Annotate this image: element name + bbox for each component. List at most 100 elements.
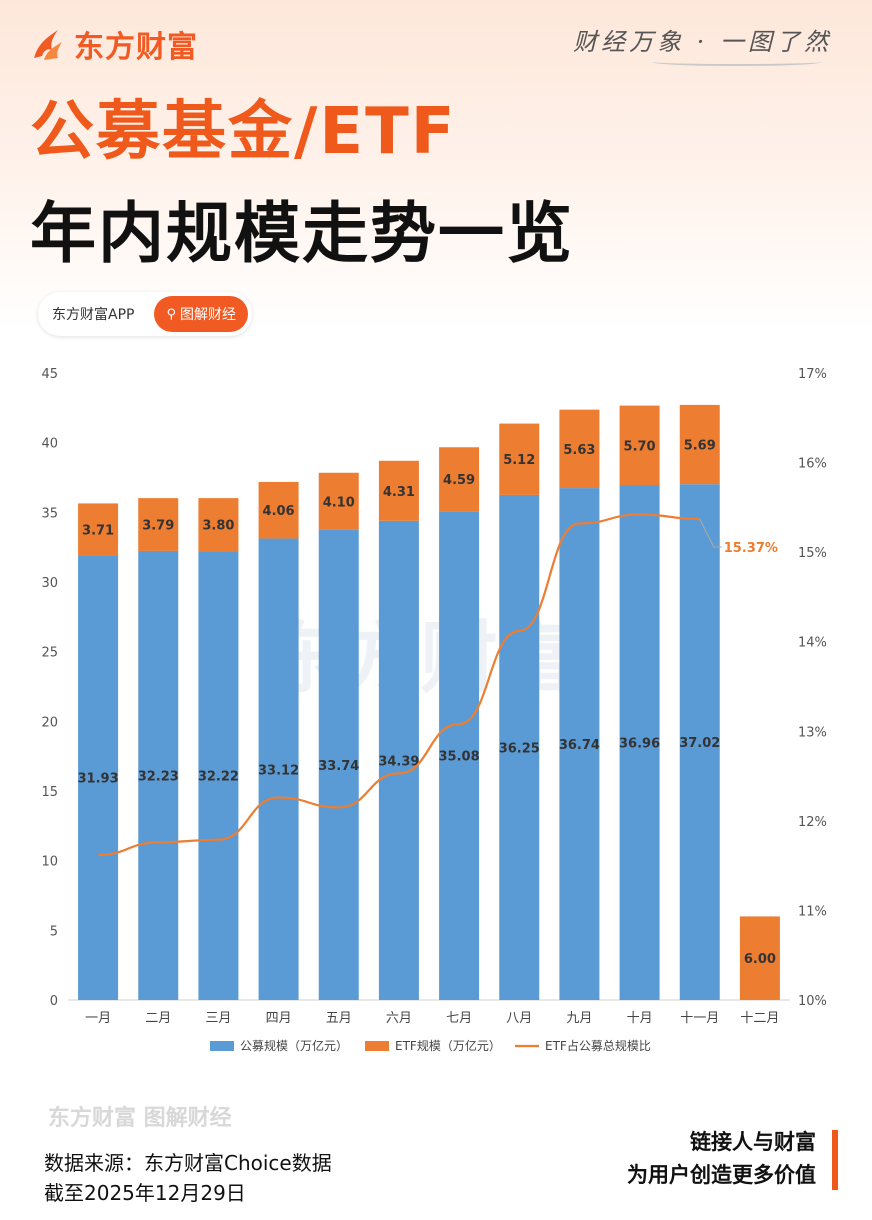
y-tick-label: 30 (41, 576, 58, 591)
bar-public (619, 485, 660, 1000)
x-tick-label: 七月 (446, 1011, 472, 1026)
y-tick-label: 5 (50, 924, 58, 939)
bar-etf-label: 3.79 (142, 519, 174, 534)
end-label-leader (699, 518, 722, 548)
bar-public-label: 32.23 (138, 769, 179, 784)
bar-etf-label: 4.31 (383, 485, 415, 500)
stacked-bar-chart: 东方财富05101520253035404510%11%12%13%14%15%… (41, 367, 827, 1053)
bar-public (499, 494, 540, 1000)
x-tick-label: 二月 (145, 1011, 171, 1026)
bar-etf (258, 481, 299, 539)
bar-etf-label: 5.69 (684, 439, 716, 454)
bar-public-label: 36.25 (499, 741, 540, 756)
footer-logo: 东方财富 图解财经 (48, 1100, 232, 1132)
bar-etf (78, 503, 119, 556)
y2-tick-label: 17% (798, 367, 827, 382)
bar-etf (619, 405, 660, 486)
search-icon: ⚲ (166, 306, 176, 322)
bar-public (258, 538, 299, 1000)
bar-etf-label: 4.06 (263, 504, 295, 519)
x-tick-label: 十二月 (740, 1011, 779, 1026)
x-tick-label: 一月 (85, 1011, 111, 1026)
y-tick-label: 35 (41, 506, 58, 521)
x-tick-label: 九月 (566, 1011, 592, 1026)
bar-etf (439, 447, 480, 512)
x-tick-label: 十一月 (680, 1011, 719, 1026)
header-background (0, 0, 872, 330)
topic-tag-button[interactable]: ⚲ 图解财经 (154, 296, 248, 332)
bar-etf (499, 423, 540, 495)
bar-public-label: 32.22 (198, 770, 239, 785)
y-tick-label: 40 (41, 437, 58, 452)
y2-tick-label: 15% (798, 546, 827, 561)
cta-accent-bar (832, 1130, 838, 1190)
bar-etf (138, 498, 179, 551)
legend-swatch (365, 1041, 389, 1051)
page-title-line1: 公募基金/ETF (30, 95, 457, 169)
bar-public-label: 35.08 (439, 750, 480, 765)
bar-etf (198, 498, 239, 552)
bar-public (439, 511, 480, 1000)
app-label: 东方财富APP (52, 307, 135, 323)
x-tick-label: 五月 (326, 1011, 352, 1026)
ratio-line (98, 513, 700, 856)
bar-etf-label: 4.10 (323, 495, 355, 510)
bar-etf (739, 916, 780, 1000)
x-tick-label: 八月 (506, 1011, 532, 1026)
bar-public-label: 33.12 (258, 763, 299, 778)
bar-public (78, 555, 119, 1000)
cta-slogan: 链接人与财富 为用户创造更多价值 (627, 1126, 816, 1192)
bar-etf-label: 5.63 (563, 443, 595, 458)
bar-etf-label: 4.59 (443, 473, 475, 488)
bar-public (318, 529, 359, 1000)
footer-logo-text: 东方财富 图解财经 (48, 1106, 232, 1131)
x-tick-label: 十月 (627, 1011, 653, 1026)
topic-tag-label: 图解财经 (180, 307, 236, 323)
source-text: 数据来源：东方财富Choice数据 (44, 1151, 332, 1175)
bar-public-label: 37.02 (679, 736, 720, 751)
legend-label: ETF规模（万亿元） (395, 1038, 501, 1053)
bar-etf-label: 3.80 (202, 519, 234, 534)
bar-etf-label: 3.71 (82, 523, 114, 538)
bar-public (198, 551, 239, 1000)
cta-line1: 链接人与财富 (690, 1130, 816, 1154)
bar-etf-label: 5.12 (503, 453, 535, 468)
bar-public-label: 36.96 (619, 737, 660, 752)
bar-etf-label: 6.00 (744, 952, 776, 967)
y-tick-label: 25 (41, 646, 58, 661)
y2-tick-label: 12% (798, 815, 827, 830)
bar-etf-label: 5.70 (624, 439, 656, 454)
slogan: 财经万象 · 一图了然 (573, 28, 832, 56)
y-tick-label: 0 (50, 994, 58, 1009)
x-tick-label: 六月 (386, 1011, 412, 1026)
bar-public-label: 33.74 (318, 759, 359, 774)
slogan-underline (652, 58, 822, 66)
app-pill[interactable]: 东方财富APP ⚲ 图解财经 (38, 292, 252, 336)
bar-public (679, 484, 720, 1000)
y2-tick-label: 14% (798, 636, 827, 651)
brand-logo: 东方财富 (28, 22, 198, 66)
y-tick-label: 45 (41, 367, 58, 382)
flame-logo-icon (34, 30, 62, 60)
page-title-line2: 年内规模走势一览 (30, 195, 574, 272)
y-tick-label: 10 (41, 855, 58, 870)
cta-line2: 为用户创造更多价值 (627, 1163, 816, 1187)
bar-public (138, 550, 179, 1000)
bar-etf (378, 460, 419, 521)
y2-tick-label: 10% (798, 994, 827, 1009)
date-text: 截至2025年12月29日 (44, 1181, 246, 1205)
y2-tick-label: 11% (798, 904, 827, 919)
legend-swatch (210, 1041, 234, 1051)
y2-tick-label: 16% (798, 457, 827, 472)
bar-public-label: 34.39 (378, 754, 419, 769)
y2-tick-label: 13% (798, 725, 827, 740)
x-tick-label: 四月 (266, 1011, 292, 1026)
bar-public (559, 488, 600, 1000)
bar-public-label: 31.93 (78, 772, 119, 787)
bar-public (378, 520, 419, 1000)
bar-etf (318, 472, 359, 530)
x-tick-label: 三月 (205, 1011, 231, 1026)
bar-etf (559, 409, 600, 489)
legend-label: ETF占公募总规模比 (545, 1038, 651, 1053)
brand-name: 东方财富 (74, 30, 198, 65)
